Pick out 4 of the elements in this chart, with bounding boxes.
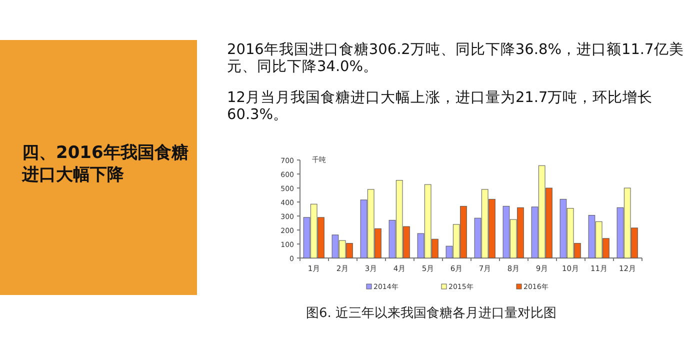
text: 12月当月我国食糖进口大幅上涨，进口量为21.7万吨，环比增长60.3%。 <box>226 90 654 124</box>
text: 四、2016年我国食糖进口大幅下降 <box>22 142 190 186</box>
text: 2016年我国进口食糖306.2万吨、同比下降36.8%，进口额11.7亿美元、同比下降34.0%。 <box>226 42 685 76</box>
caption: 图6. 近三年以来我国食糖各月进口量对比图 <box>306 305 557 322</box>
